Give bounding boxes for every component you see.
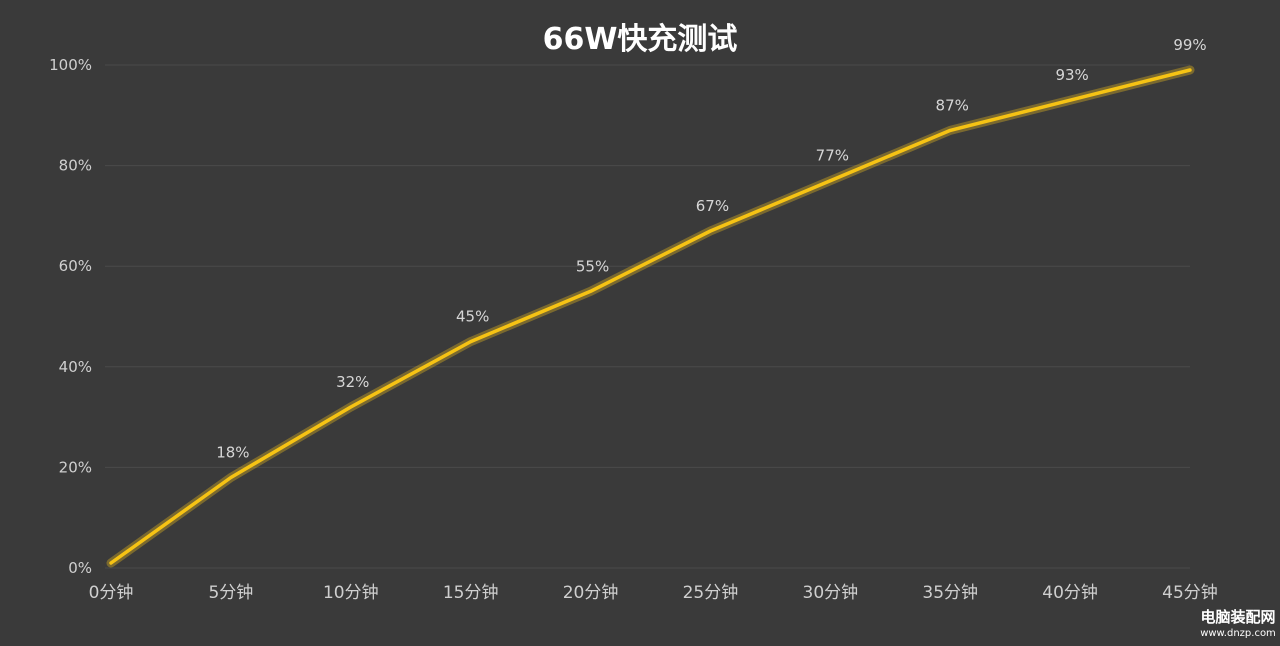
chart-title: 66W快充测试 bbox=[543, 22, 738, 57]
x-tick-label: 40分钟 bbox=[1042, 583, 1098, 603]
x-tick-label: 5分钟 bbox=[208, 583, 253, 603]
series-line-path bbox=[109, 68, 1192, 565]
watermark: 电脑装配网 www.dnzp.com bbox=[1200, 608, 1276, 639]
watermark-name: 电脑装配网 bbox=[1200, 608, 1275, 626]
y-tick-label: 0% bbox=[68, 559, 92, 577]
y-tick-label: 40% bbox=[59, 358, 92, 376]
data-label: 77% bbox=[816, 147, 849, 165]
y-tick-label: 80% bbox=[59, 157, 92, 175]
y-tick-label: 20% bbox=[59, 458, 92, 476]
data-label: 93% bbox=[1055, 66, 1088, 84]
x-tick-label: 25分钟 bbox=[683, 583, 739, 603]
data-label: 67% bbox=[696, 197, 729, 215]
data-label: 87% bbox=[936, 96, 969, 114]
data-label: 18% bbox=[216, 443, 249, 461]
data-label: 99% bbox=[1173, 36, 1206, 54]
x-axis-ticks: 0分钟 5分钟 10分钟 15分钟 20分钟 25分钟 30分钟 35分钟 40分钟 45分钟 bbox=[89, 583, 1218, 603]
x-tick-label: 30分钟 bbox=[803, 583, 859, 603]
series-line-glow bbox=[106, 65, 1195, 568]
data-label: 55% bbox=[576, 257, 609, 275]
data-labels: 18% 32% 45% 55% 67% 77% 87% 93% 99% bbox=[216, 36, 1206, 461]
x-tick-label: 0分钟 bbox=[89, 583, 134, 603]
y-tick-label: 60% bbox=[59, 257, 92, 275]
gridlines bbox=[105, 64, 1190, 569]
series-line bbox=[106, 65, 1195, 568]
y-axis-ticks: 0% 20% 40% 60% 80% 100% bbox=[49, 56, 92, 577]
watermark-url: www.dnzp.com bbox=[1200, 628, 1276, 639]
x-tick-label: 10分钟 bbox=[323, 583, 379, 603]
x-tick-label: 15分钟 bbox=[443, 583, 499, 603]
x-tick-label: 20分钟 bbox=[563, 583, 619, 603]
data-label: 32% bbox=[336, 373, 369, 391]
y-tick-label: 100% bbox=[49, 56, 92, 74]
x-tick-label: 35分钟 bbox=[922, 583, 978, 603]
data-label: 45% bbox=[456, 308, 489, 326]
x-tick-label: 45分钟 bbox=[1162, 583, 1218, 603]
